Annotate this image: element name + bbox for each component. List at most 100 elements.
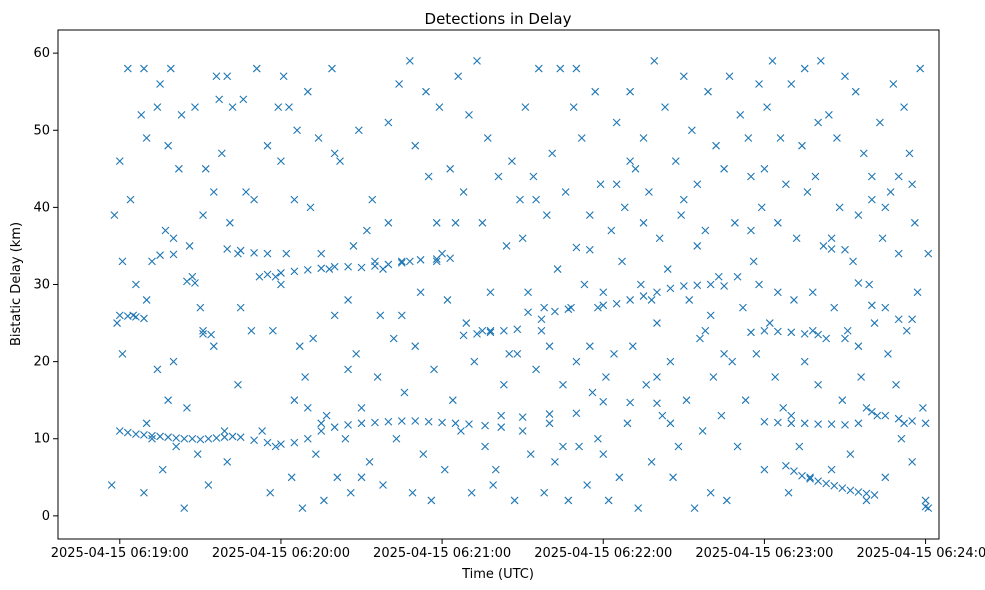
data-point-marker bbox=[158, 465, 167, 474]
data-point-marker bbox=[690, 504, 699, 513]
data-point-marker bbox=[432, 255, 441, 263]
data-point-marker bbox=[556, 64, 565, 73]
data-point-marker bbox=[846, 486, 855, 495]
data-point-marker bbox=[411, 342, 420, 351]
data-point-marker bbox=[782, 180, 790, 189]
data-point-marker bbox=[787, 328, 796, 337]
data-point-marker bbox=[303, 434, 312, 443]
data-point-marker bbox=[346, 488, 355, 497]
data-point-marker bbox=[725, 72, 734, 81]
data-point-marker bbox=[747, 172, 755, 181]
data-point-marker bbox=[773, 218, 782, 227]
data-point-marker bbox=[747, 226, 755, 235]
data-point-marker bbox=[212, 434, 221, 442]
data-point-marker bbox=[277, 269, 285, 277]
data-point-marker bbox=[822, 334, 831, 343]
data-point-marker bbox=[808, 288, 817, 297]
data-point-marker bbox=[148, 431, 156, 440]
y-tick-label: 20 bbox=[33, 355, 50, 370]
data-point-marker bbox=[234, 380, 242, 389]
data-point-marker bbox=[604, 496, 613, 505]
data-point-marker bbox=[736, 110, 745, 119]
data-point-marker bbox=[865, 280, 874, 289]
data-point-marker bbox=[411, 417, 420, 425]
data-point-marker bbox=[575, 442, 583, 451]
data-point-marker bbox=[588, 388, 597, 397]
y-tick-label: 10 bbox=[33, 432, 50, 447]
data-point-marker bbox=[223, 457, 232, 466]
data-point-marker bbox=[486, 288, 495, 297]
data-point-marker bbox=[841, 245, 849, 254]
data-point-marker bbox=[483, 134, 492, 142]
data-point-marker bbox=[320, 496, 328, 505]
data-point-marker bbox=[894, 249, 903, 258]
data-point-marker bbox=[564, 305, 573, 314]
data-point-marker bbox=[908, 315, 917, 324]
data-point-marker bbox=[271, 272, 280, 281]
data-point-marker bbox=[714, 272, 723, 281]
y-tick-label: 50 bbox=[33, 123, 50, 138]
data-point-marker bbox=[720, 164, 729, 173]
data-point-marker bbox=[330, 262, 339, 271]
data-point-marker bbox=[808, 326, 817, 335]
data-point-marker bbox=[658, 411, 667, 420]
x-tick-label: 2025-04-15 06:23:00 bbox=[695, 546, 833, 561]
data-point-marker bbox=[451, 218, 460, 227]
data-point-marker bbox=[499, 380, 508, 389]
data-point-marker bbox=[599, 450, 608, 459]
data-point-marker bbox=[585, 211, 594, 219]
data-point-marker bbox=[142, 134, 151, 142]
data-point-marker bbox=[626, 296, 635, 304]
data-point-marker bbox=[645, 188, 653, 196]
data-point-marker bbox=[107, 481, 116, 489]
data-point-marker bbox=[110, 211, 119, 219]
data-point-marker bbox=[620, 203, 629, 212]
data-point-marker bbox=[918, 404, 927, 412]
data-point-marker bbox=[330, 423, 339, 432]
data-point-marker bbox=[913, 288, 922, 297]
data-point-marker bbox=[295, 342, 304, 351]
data-point-marker bbox=[529, 172, 538, 181]
data-point-marker bbox=[827, 420, 836, 428]
data-point-marker bbox=[161, 226, 170, 235]
data-point-marker bbox=[454, 72, 463, 81]
data-point-marker bbox=[894, 414, 903, 423]
data-point-marker bbox=[183, 404, 191, 412]
data-point-marker bbox=[824, 110, 833, 119]
data-point-marker bbox=[156, 80, 164, 88]
data-point-marker bbox=[140, 64, 148, 73]
data-point-marker bbox=[889, 80, 898, 88]
data-point-marker bbox=[534, 64, 543, 73]
data-point-marker bbox=[798, 471, 806, 480]
data-point-marker bbox=[212, 72, 221, 81]
data-point-marker bbox=[516, 195, 524, 204]
data-point-marker bbox=[693, 242, 702, 250]
data-point-marker bbox=[768, 56, 777, 65]
data-point-marker bbox=[712, 141, 720, 150]
data-point-marker bbox=[760, 164, 769, 173]
data-point-marker bbox=[250, 436, 258, 445]
data-point-marker bbox=[132, 430, 140, 439]
data-point-marker bbox=[371, 418, 379, 427]
data-point-marker bbox=[416, 255, 425, 264]
data-point-marker bbox=[191, 103, 199, 112]
data-point-marker bbox=[486, 328, 495, 337]
data-point-marker bbox=[862, 404, 871, 412]
chart-title: Detections in Delay bbox=[425, 10, 572, 28]
data-point-marker bbox=[854, 279, 863, 287]
data-point-marker bbox=[631, 164, 640, 173]
data-point-marker bbox=[172, 434, 181, 442]
data-point-marker bbox=[894, 315, 903, 324]
data-point-marker bbox=[773, 418, 782, 427]
data-point-marker bbox=[634, 504, 643, 513]
data-point-marker bbox=[760, 417, 769, 426]
data-point-marker bbox=[524, 288, 532, 297]
data-point-marker bbox=[666, 357, 675, 366]
data-point-marker bbox=[827, 234, 836, 243]
data-point-marker bbox=[126, 195, 135, 204]
data-point-marker bbox=[140, 488, 148, 497]
data-point-marker bbox=[411, 141, 420, 150]
data-point-marker bbox=[524, 308, 532, 317]
data-point-marker bbox=[199, 211, 207, 219]
